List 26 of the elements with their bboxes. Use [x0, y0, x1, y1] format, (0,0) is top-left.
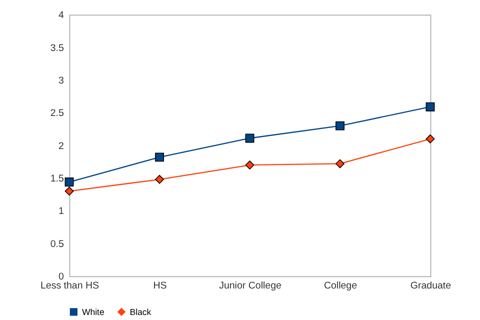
- x-tick-label: Graduate: [410, 280, 452, 292]
- y-tick-label: 2.5: [50, 108, 64, 120]
- y-tick-label: 4: [58, 10, 64, 22]
- point: [64, 186, 74, 196]
- point: [245, 134, 254, 143]
- point: [245, 160, 254, 170]
- y-tick-label: 0: [58, 272, 64, 283]
- x-tick-label: HS: [153, 280, 168, 292]
- point: [155, 174, 164, 184]
- y-tick-label: 1.5: [50, 174, 64, 185]
- legend-label: White: [82, 306, 104, 317]
- y-tick-label: 3: [58, 75, 64, 86]
- y-tick-label: 0.5: [50, 238, 64, 250]
- y-tick-label: 3.5: [50, 42, 64, 54]
- x-tick-label: Junior College: [219, 280, 282, 292]
- point: [426, 134, 435, 144]
- point: [155, 152, 164, 162]
- legend-label: Black: [130, 306, 152, 317]
- point: [336, 159, 344, 168]
- y-tick-label: 2: [58, 140, 64, 152]
- point: [336, 121, 344, 130]
- point: [64, 178, 74, 186]
- y-tick-label: 1: [58, 206, 64, 218]
- x-tick-label: Less than HS: [40, 280, 100, 292]
- point: [426, 102, 435, 112]
- x-tick-label: College: [324, 280, 358, 292]
